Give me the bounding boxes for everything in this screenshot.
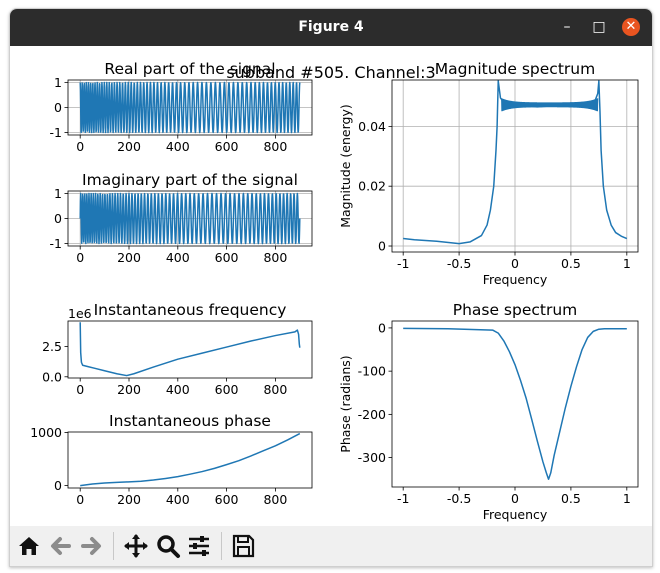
x-tick-label: 800 <box>263 250 287 265</box>
x-tick-label: 400 <box>166 492 190 507</box>
toolbar-separator <box>221 532 222 560</box>
navigation-toolbar <box>10 526 652 566</box>
y-tick-label: 0.0 <box>42 369 62 384</box>
y-tick-label: 1000 <box>30 425 62 440</box>
series-line <box>79 322 301 377</box>
y-tick-label: 1 <box>54 186 62 201</box>
y-tick-label: -200 <box>358 407 386 422</box>
configure-subplots-icon[interactable] <box>185 532 213 560</box>
x-tick-label: -1 <box>397 256 409 271</box>
x-tick-label: 0 <box>76 382 84 397</box>
home-icon[interactable] <box>15 532 43 560</box>
x-tick-label: 200 <box>117 250 141 265</box>
save-icon[interactable] <box>229 532 257 560</box>
subplot-title: Instantaneous frequency <box>94 301 287 319</box>
y-tick-label: 0 <box>378 239 386 254</box>
x-tick-label: 600 <box>215 382 239 397</box>
x-tick-label: 0 <box>511 256 519 271</box>
y-tick-label: 2.5 <box>42 339 62 354</box>
series-line <box>80 432 301 487</box>
x-tick-label: -0.5 <box>447 491 471 506</box>
x-tick-label: -1 <box>397 491 409 506</box>
x-tick-label: 600 <box>215 492 239 507</box>
axes-frame <box>391 320 639 488</box>
x-tick-label: 1 <box>623 491 631 506</box>
window-title: Figure 4 <box>298 19 364 35</box>
axes-frame <box>67 431 313 489</box>
axes-frame <box>67 320 313 379</box>
y-tick-label: 0 <box>54 211 62 226</box>
x-tick-label: 0 <box>511 491 519 506</box>
y-tick-label: 0.02 <box>358 179 386 194</box>
figure-svg: subband #505. Channel:3 0 200 400 600 800-10… <box>30 60 639 522</box>
figure-suptitle: subband #505. Channel:3 <box>226 63 435 82</box>
x-tick-label: 600 <box>215 250 239 265</box>
subplot-title: Phase spectrum <box>453 301 578 319</box>
figure-canvas[interactable]: subband #505. Channel:3 0 200 400 600 800 -1 0… <box>10 46 652 526</box>
x-tick-label: 0.5 <box>561 256 581 271</box>
x-tick-label: 0.5 <box>561 491 581 506</box>
x-tick-label: 0 <box>76 139 84 154</box>
x-tick-label: 600 <box>215 139 239 154</box>
x-tick-label: 200 <box>117 139 141 154</box>
back-arrow-icon[interactable] <box>47 532 75 560</box>
y-tick-label: 0.04 <box>358 119 386 134</box>
subplot-title: Instantaneous phase <box>109 412 271 430</box>
x-tick-label: 800 <box>263 382 287 397</box>
title-bar: Figure 4 – □ ✕ <box>10 9 652 46</box>
x-axis-label: Frequency <box>483 272 548 287</box>
x-tick-label: 0 <box>76 250 84 265</box>
y-tick-label: 1 <box>54 75 62 90</box>
x-tick-label: 1 <box>623 256 631 271</box>
y-tick-label: -1 <box>50 125 62 140</box>
series-line <box>403 327 627 480</box>
x-tick-label: 800 <box>263 492 287 507</box>
x-tick-label: -0.5 <box>447 256 471 271</box>
zoom-icon[interactable] <box>154 532 182 560</box>
y-tick-label: -1 <box>50 236 62 251</box>
x-tick-label: 400 <box>166 250 190 265</box>
y-offset-text: 1e6 <box>68 306 92 321</box>
toolbar-separator <box>113 532 114 560</box>
y-tick-label: -300 <box>358 450 386 465</box>
forward-arrow-icon[interactable] <box>77 532 105 560</box>
y-axis-label: Phase (radians) <box>338 355 353 452</box>
x-tick-label: 0 <box>76 492 84 507</box>
x-tick-label: 200 <box>117 492 141 507</box>
pan-icon[interactable] <box>122 532 150 560</box>
y-tick-label: 0 <box>54 478 62 493</box>
y-tick-label: 0 <box>54 100 62 115</box>
y-axis-label: Magnitude (energy) <box>338 104 353 228</box>
maximize-button[interactable]: □ <box>592 19 606 35</box>
minimize-button[interactable]: – <box>563 19 571 35</box>
y-tick-label: -100 <box>358 364 386 379</box>
close-button[interactable]: ✕ <box>622 18 640 36</box>
x-tick-label: 800 <box>263 139 287 154</box>
y-tick-label: 0 <box>378 320 386 335</box>
subplot-title: Imaginary part of the signal <box>82 171 298 189</box>
x-axis-label: Frequency <box>483 507 548 522</box>
series-line <box>79 192 301 245</box>
subplot-title: Magnitude spectrum <box>435 60 595 78</box>
figure-window: Figure 4 – □ ✕ subband #505. Channel:3 0… <box>9 8 653 567</box>
series-ripple <box>501 98 599 112</box>
x-tick-label: 400 <box>166 139 190 154</box>
series-line <box>79 81 301 134</box>
x-tick-label: 200 <box>117 382 141 397</box>
subplot-title: Real part of the signal <box>104 60 275 78</box>
x-tick-label: 400 <box>166 382 190 397</box>
